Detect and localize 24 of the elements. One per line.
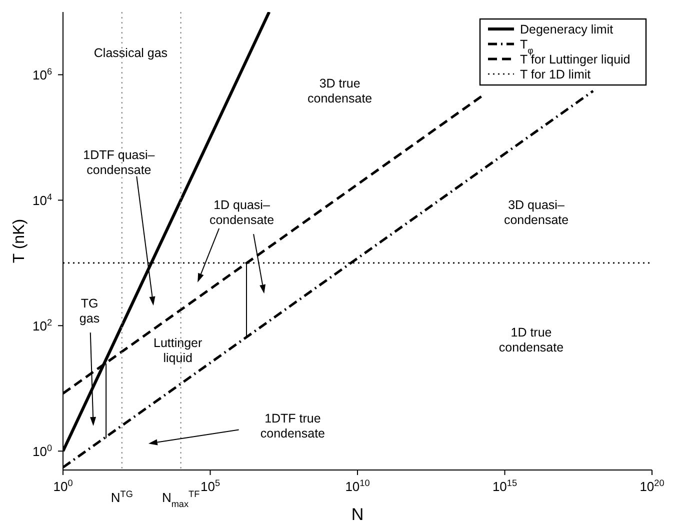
x-tick-label: 10$^{20}$ bbox=[640, 478, 664, 494]
y-tick-label: 10$^{0}$ bbox=[32, 443, 52, 460]
legend-label: T$_{φ}$ bbox=[520, 38, 534, 56]
annotation: 1DTF quasi– condensate bbox=[83, 148, 155, 178]
x-tick-label: 10$^{10}$ bbox=[345, 478, 370, 494]
x-axis-title: N bbox=[351, 505, 364, 524]
y-tick-label: 10$^{4}$ bbox=[32, 192, 52, 208]
annotation: Luttinger liquid bbox=[154, 336, 202, 366]
x-tick-label: 10$^{15}$ bbox=[492, 478, 518, 494]
y-tick-label: 10$^{2}$ bbox=[32, 318, 52, 334]
annotation: 1D true condensate bbox=[498, 326, 564, 355]
annotation: TG gas bbox=[79, 296, 100, 326]
legend-label: Degeneracy limit bbox=[520, 22, 614, 36]
x-tick-label: 10$^{5}$ bbox=[200, 478, 220, 494]
annotation: 3D true condensate bbox=[308, 76, 372, 106]
legend-label: T for 1D limit bbox=[520, 68, 592, 82]
y-tick-label: 10$^{6}$ bbox=[32, 66, 52, 83]
annotation: 3D quasi– condensate bbox=[504, 198, 569, 228]
annotation: 1D quasi– condensate bbox=[209, 198, 274, 228]
annotation: Classical gas bbox=[94, 46, 168, 60]
annotation: 1DTF true condensate bbox=[260, 412, 326, 441]
ref-line-label: N$^{TG}$ bbox=[110, 489, 133, 505]
y-axis-title: T (nK) bbox=[11, 218, 28, 264]
x-tick-label: 10$^{0}$ bbox=[53, 478, 73, 494]
